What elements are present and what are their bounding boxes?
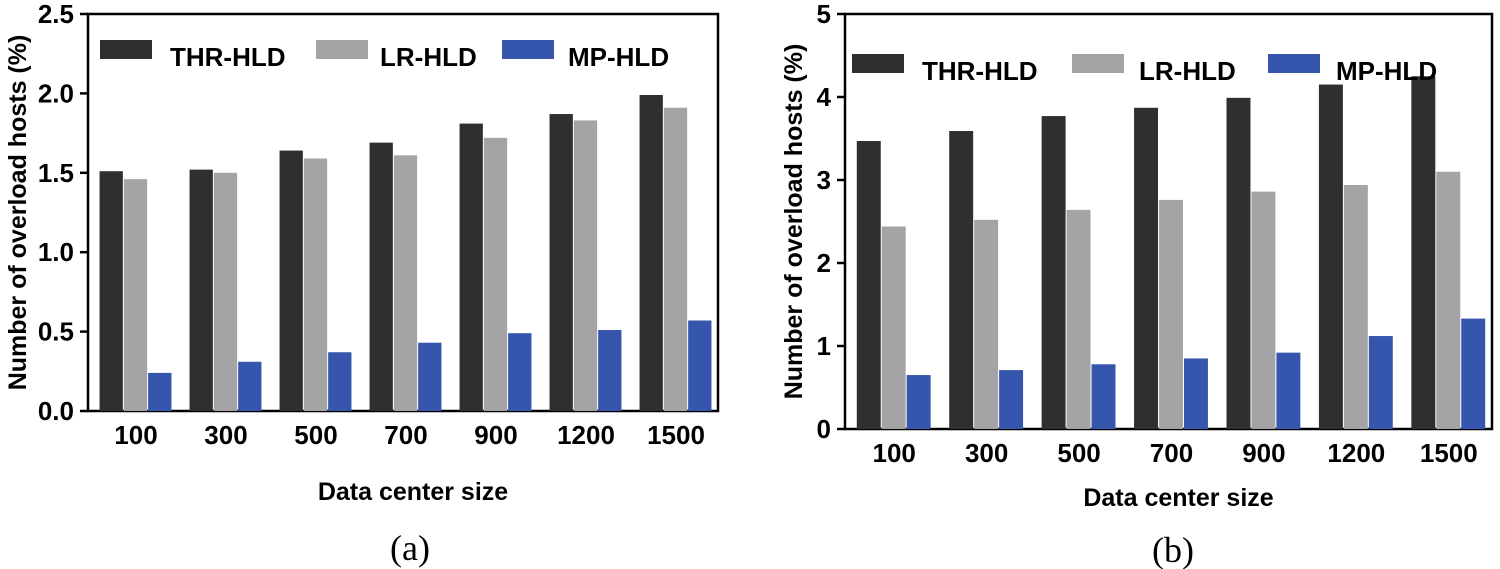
bar-mp-hld-1200 [1368,336,1393,429]
y-tick-label: 2 [817,248,831,278]
bar-thr-hld-1200 [549,114,573,411]
bar-mp-hld-1200 [598,330,622,411]
y-tick-label: 0.5 [38,317,74,347]
figure-caption: (b) [1152,530,1194,569]
y-tick-label: 1.5 [38,158,74,188]
bar-lr-hld-1200 [1343,184,1368,429]
x-tick-label: 500 [1057,438,1100,468]
legend-swatch-thr-hld [852,54,904,73]
bar-mp-hld-100 [906,375,931,429]
bar-thr-hld-100 [99,171,123,411]
bar-lr-hld-900 [483,137,508,411]
bar-thr-hld-1500 [1411,76,1436,429]
x-tick-label: 100 [873,438,916,468]
bar-mp-hld-900 [508,333,532,411]
bar-mp-hld-500 [1091,364,1116,429]
legend-swatch-lr-hld [1072,54,1124,73]
chart-b: 0 1 2 3 4 5 Number of overload hosts (%) 100 300… [780,0,1494,569]
legend-swatch-thr-hld [100,40,152,59]
bar-mp-hld-1500 [688,320,712,411]
legend-swatch-mp-hld [502,40,554,59]
bar-mp-hld-700 [1183,358,1208,429]
bar-thr-hld-900 [459,123,483,412]
legend-swatch-lr-hld [316,40,368,59]
bar-mp-hld-300 [238,361,262,411]
figure-caption: (a) [390,528,430,568]
x-tick-label: 700 [384,420,427,450]
bar-thr-hld-300 [949,131,974,429]
legend-label: THR-HLD [170,42,286,72]
bar-lr-hld-1500 [1436,171,1461,429]
bar-thr-hld-700 [369,142,393,412]
x-tick-label: 900 [474,420,517,450]
x-tick-label: 300 [204,420,247,450]
bar-mp-hld-300 [999,370,1024,429]
legend-label: MP-HLD [1336,56,1437,86]
legend-label: LR-HLD [1139,56,1236,86]
bar-lr-hld-300 [213,172,238,411]
x-tick-label: 1500 [1420,438,1478,468]
bar-lr-hld-700 [393,155,418,411]
y-axis-title: Number of overload hosts (%) [4,35,32,391]
y-tick-label: 1.0 [38,237,74,267]
bar-lr-hld-500 [303,158,328,411]
x-tick-label: 1500 [647,420,705,450]
bar-lr-hld-100 [123,179,148,411]
bar-thr-hld-1500 [639,94,663,411]
legend-label: THR-HLD [922,56,1038,86]
bar-lr-hld-1500 [663,107,688,411]
x-tick-label: 900 [1242,438,1285,468]
bar-lr-hld-700 [1159,199,1183,429]
bar-mp-hld-500 [328,352,352,411]
legend-swatch-mp-hld [1268,54,1320,73]
x-tick-label: 700 [1150,438,1193,468]
x-tick-label: 300 [965,438,1008,468]
y-tick-label: 2.5 [38,0,74,29]
x-tick-label: 100 [114,420,157,450]
bar-thr-hld-300 [189,169,213,411]
bar-mp-hld-1500 [1461,318,1486,429]
x-axis-title: Data center size [1083,484,1273,512]
x-tick-label: 500 [294,420,337,450]
x-tick-label: 1200 [1327,438,1385,468]
bar-thr-hld-1200 [1318,84,1343,430]
bar-lr-hld-300 [974,219,999,429]
x-axis-title: Data center size [318,478,508,506]
bar-thr-hld-500 [1041,116,1066,429]
bar-mp-hld-100 [148,372,172,411]
y-tick-label: 5 [817,0,831,29]
bar-thr-hld-700 [1134,107,1159,429]
y-axis-title: Number of overload hosts (%) [780,44,808,400]
legend-label: LR-HLD [380,42,477,72]
x-tick-label: 1200 [557,420,615,450]
legend-label: MP-HLD [568,42,669,72]
bar-thr-hld-900 [1226,97,1251,429]
y-tick-label: 1 [817,331,831,361]
y-tick-label: 0 [817,414,831,444]
bar-lr-hld-100 [881,226,906,429]
bar-thr-hld-100 [856,140,881,430]
y-tick-label: 3 [817,165,831,195]
y-tick-label: 2.0 [38,78,74,108]
y-tick-label: 4 [817,82,832,112]
bar-lr-hld-500 [1066,209,1091,429]
bar-mp-hld-700 [418,342,442,411]
bar-lr-hld-900 [1251,191,1276,429]
bar-thr-hld-500 [279,150,303,411]
bar-lr-hld-1200 [573,120,598,412]
y-tick-label: 0.0 [38,396,74,426]
bar-mp-hld-900 [1276,352,1301,429]
